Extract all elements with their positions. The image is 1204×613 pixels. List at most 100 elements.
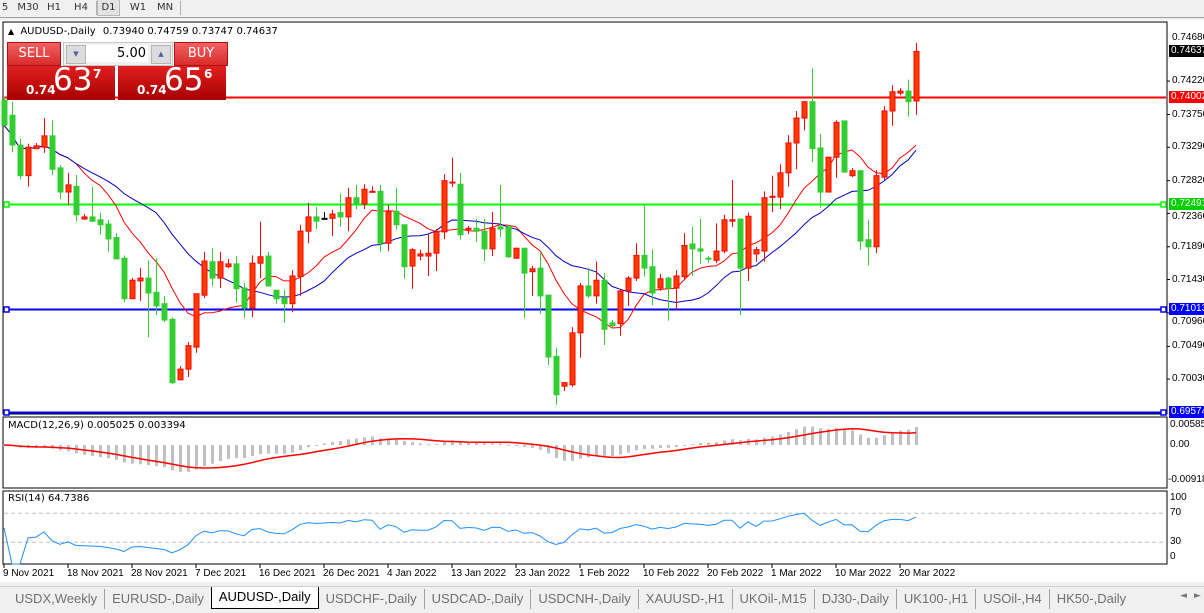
lot-increase-icon[interactable]: ▲ [151, 45, 171, 64]
candle [625, 275, 632, 306]
macd-histogram-bar [627, 445, 630, 453]
candle-body [97, 219, 104, 226]
timeframe-m30-button[interactable]: M30 [17, 2, 39, 13]
sell-button[interactable]: SELL [7, 42, 61, 66]
candle-body [281, 297, 288, 305]
macd-histogram-bar [859, 434, 862, 445]
line-handle [3, 201, 10, 208]
tab-dj30-daily[interactable]: DJ30-,Daily [813, 589, 896, 609]
timeframe-h1-button[interactable]: H1 [47, 2, 61, 13]
candle-body [353, 197, 360, 205]
candle-body [561, 382, 568, 387]
candle-body [153, 291, 160, 307]
macd-histogram-bar [179, 445, 182, 472]
macd-histogram-bar [283, 445, 286, 454]
timeframe-h4-button[interactable]: H4 [74, 2, 88, 13]
tab-hk50-daily[interactable]: HK50-,Daily [1048, 589, 1133, 609]
sell-price-button[interactable]: 0.74 63 7 [7, 62, 115, 100]
buy-price-prefix: 0.74 [137, 83, 167, 97]
macd-histogram-bar [419, 443, 422, 445]
candle [377, 184, 384, 252]
tab-scroll-left-icon[interactable]: ◄ [1180, 591, 1187, 601]
candle [481, 219, 488, 262]
candle [217, 251, 224, 289]
candle-body [553, 355, 560, 396]
lot-size-input[interactable]: 5.00 [86, 45, 148, 62]
tab-ukoil-m15[interactable]: UKOil-,M15 [731, 589, 814, 609]
candle-body [297, 230, 304, 278]
tab-uk100-h1[interactable]: UK100-,H1 [895, 589, 975, 609]
macd-histogram-bar [899, 430, 902, 445]
candle [393, 187, 400, 230]
sell-price-fraction: 7 [93, 67, 102, 81]
candle-body [729, 219, 736, 222]
candle [209, 248, 216, 286]
macd-histogram-bar [275, 445, 278, 454]
macd-histogram-bar [411, 442, 414, 445]
candle-body [489, 227, 496, 250]
candle [841, 120, 848, 173]
tab-scroll-right-icon[interactable]: ► [1194, 591, 1201, 601]
date-tick: 23 Jan 2022 [515, 568, 571, 579]
timeframe-w1-button[interactable]: W1 [129, 2, 147, 13]
candle-body [425, 252, 432, 257]
candle-body [801, 101, 808, 119]
lot-decrease-icon[interactable]: ▼ [66, 45, 86, 64]
rsi-tick: 30 [1170, 536, 1182, 547]
candle [425, 233, 432, 276]
timeframe-d1-button[interactable]: D1 [97, 0, 120, 16]
tab-usdcnh-daily[interactable]: USDCNH-,Daily [530, 589, 637, 609]
candle [193, 293, 200, 353]
candle-body [385, 211, 392, 244]
candle-body [321, 217, 328, 220]
macd-histogram-bar [187, 445, 190, 472]
buy-price-button[interactable]: 0.74 65 6 [118, 62, 226, 100]
lot-size-stepper: ▼ 5.00 ▲ [63, 42, 173, 66]
candle [129, 278, 136, 300]
macd-histogram-bar [443, 441, 446, 445]
candle-body [809, 101, 816, 150]
candle-body [65, 184, 72, 193]
macd-histogram-bar [219, 445, 222, 462]
candle [665, 276, 672, 321]
candle [89, 187, 96, 222]
macd-panel-frame [2, 416, 1168, 489]
candle-body [913, 50, 920, 102]
tab-usdx-weekly[interactable]: USDX,Weekly [15, 591, 98, 606]
candle-body [673, 275, 680, 289]
triangle-up-icon[interactable]: ▲ [8, 27, 15, 36]
macd-histogram-bar [291, 445, 294, 453]
candle-body [585, 285, 592, 297]
macd-histogram-bar [883, 435, 886, 445]
candle [673, 270, 680, 311]
candle-body [337, 212, 344, 218]
tab-usoil-h4[interactable]: USOil-,H4 [975, 589, 1049, 609]
candle [289, 270, 296, 313]
macd-histogram-bar [603, 445, 606, 456]
macd-histogram-bar [115, 445, 118, 460]
candle [657, 273, 664, 291]
macd-histogram-bar [787, 432, 790, 445]
candle [609, 320, 616, 328]
candle-body [721, 219, 728, 252]
candle-body [417, 253, 424, 257]
tab-usdcad-daily[interactable]: USDCAD-,Daily [423, 589, 531, 609]
candle-body [521, 247, 528, 274]
tab-audusd-daily[interactable]: AUDUSD-,Daily [210, 587, 319, 609]
tab-eurusd-daily[interactable]: EURUSD-,Daily [104, 589, 211, 609]
timeframe-m5-button[interactable]: 5 [1, 2, 9, 13]
tab-usdchf-daily[interactable]: USDCHF-,Daily [325, 591, 417, 606]
buy-price-pips: 65 [164, 62, 204, 98]
toolbar-separator [96, 1, 97, 15]
candle [9, 101, 16, 153]
candle-body [753, 249, 760, 255]
macd-tick: 0.00585 [1170, 419, 1204, 430]
buy-button[interactable]: BUY [174, 42, 228, 66]
macd-histogram-bar [475, 442, 478, 445]
candle [865, 219, 872, 266]
tab-xauusd-h1[interactable]: XAUUSD-,H1 [637, 589, 732, 609]
macd-histogram-bar [619, 445, 622, 455]
timeframe-mn-button[interactable]: MN [156, 2, 174, 13]
